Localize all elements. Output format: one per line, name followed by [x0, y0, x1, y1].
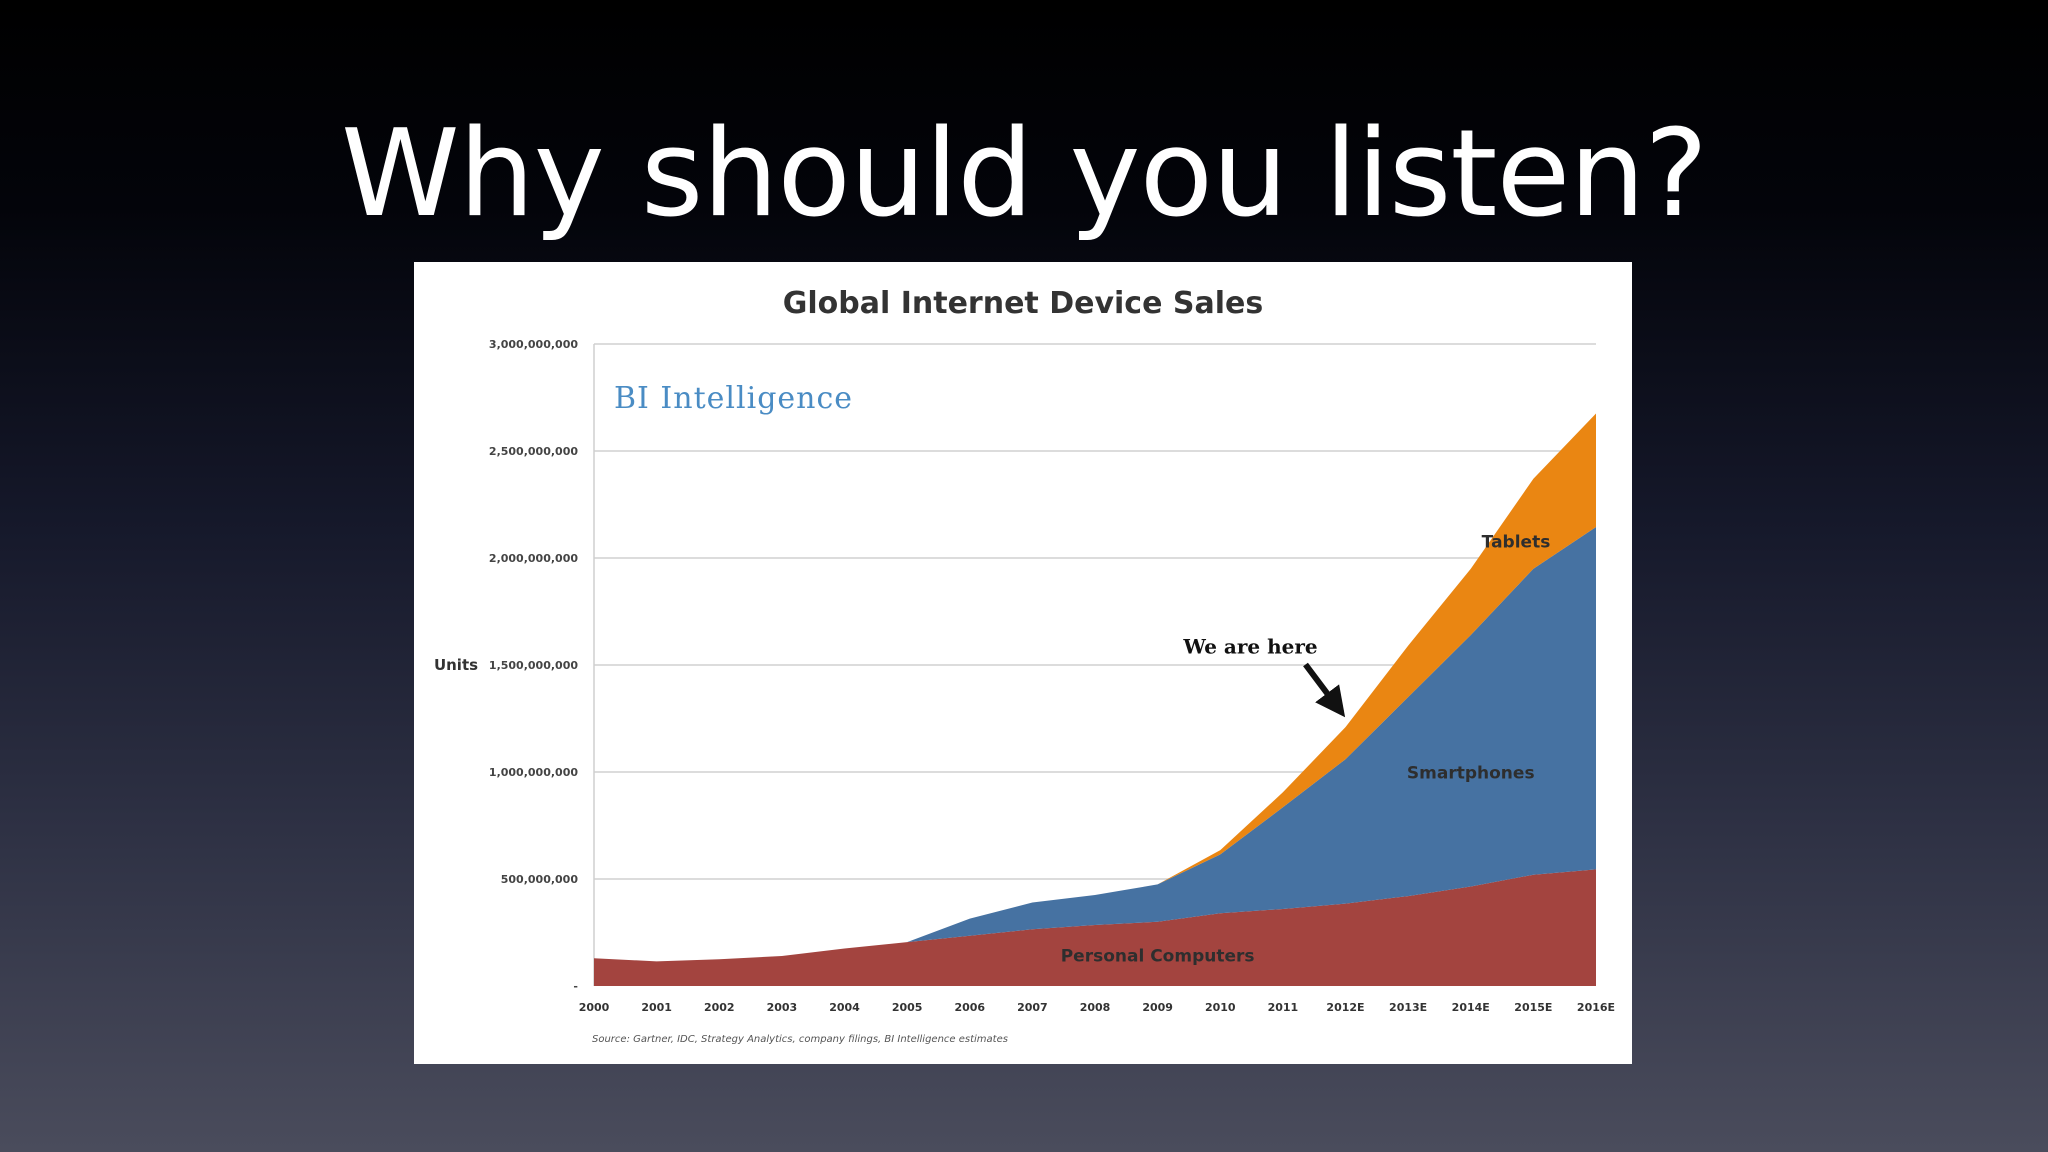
series-area-personal-computers — [594, 869, 1596, 986]
x-tick-label: 2016E — [1577, 1001, 1615, 1014]
x-tick-label: 2003 — [767, 1001, 798, 1014]
y-axis-ticks: - 500,000,000 1,000,000,000 1,500,000,000 2,… — [489, 338, 578, 993]
x-tick-label: 2013E — [1389, 1001, 1427, 1014]
chart-card: Global Internet Device Sales BI Intellig… — [414, 262, 1632, 1064]
source-note: Source: Gartner, IDC, Strategy Analytics… — [592, 1034, 1008, 1045]
y-tick-label: 1,000,000,000 — [489, 766, 578, 779]
series-label-tablets: Tablets — [1482, 532, 1551, 552]
y-tick-label: 3,000,000,000 — [489, 338, 578, 351]
x-tick-label: 2004 — [829, 1001, 860, 1014]
x-tick-label: 2014E — [1452, 1001, 1490, 1014]
annotation-arrow-icon — [1303, 662, 1346, 718]
y-tick-label: 2,500,000,000 — [489, 445, 578, 458]
x-tick-label: 2000 — [579, 1001, 610, 1014]
series-labels: Personal Computers Smartphones Tablets — [1061, 532, 1551, 966]
x-axis-ticks: 2000 2001 2002 2003 2004 2005 2006 2007 2008 2009… — [579, 1001, 1615, 1014]
y-tick-label: 500,000,000 — [501, 873, 579, 886]
x-tick-label: 2010 — [1205, 1001, 1236, 1014]
x-tick-label: 2007 — [1017, 1001, 1048, 1014]
x-tick-label: 2005 — [892, 1001, 923, 1014]
x-tick-label: 2002 — [704, 1001, 735, 1014]
y-tick-label: 2,000,000,000 — [489, 552, 578, 565]
brand-logo: BI Intelligence — [614, 381, 853, 416]
y-tick-label: - — [573, 980, 578, 993]
chart-title: Global Internet Device Sales — [783, 286, 1263, 321]
series-area-tablets — [594, 413, 1596, 962]
y-tick-label: 1,500,000,000 — [489, 659, 578, 672]
x-tick-label: 2008 — [1080, 1001, 1111, 1014]
series-area-smartphones — [594, 527, 1596, 962]
x-tick-label: 2012E — [1326, 1001, 1364, 1014]
x-tick-label: 2009 — [1142, 1001, 1173, 1014]
gridlines — [593, 343, 1596, 986]
area-chart: Global Internet Device Sales BI Intellig… — [434, 286, 1615, 1045]
y-axis-label: Units — [434, 656, 478, 674]
series-label-personal-computers: Personal Computers — [1061, 946, 1255, 966]
x-tick-label: 2015E — [1514, 1001, 1552, 1014]
x-tick-label: 2006 — [954, 1001, 985, 1014]
x-tick-label: 2001 — [641, 1001, 672, 1014]
series-label-smartphones: Smartphones — [1407, 763, 1535, 783]
we-are-here-annotation: We are here — [1182, 635, 1317, 659]
stacked-areas — [594, 413, 1596, 986]
slide-title: Why should you listen? — [340, 105, 1708, 244]
x-tick-label: 2011 — [1268, 1001, 1299, 1014]
